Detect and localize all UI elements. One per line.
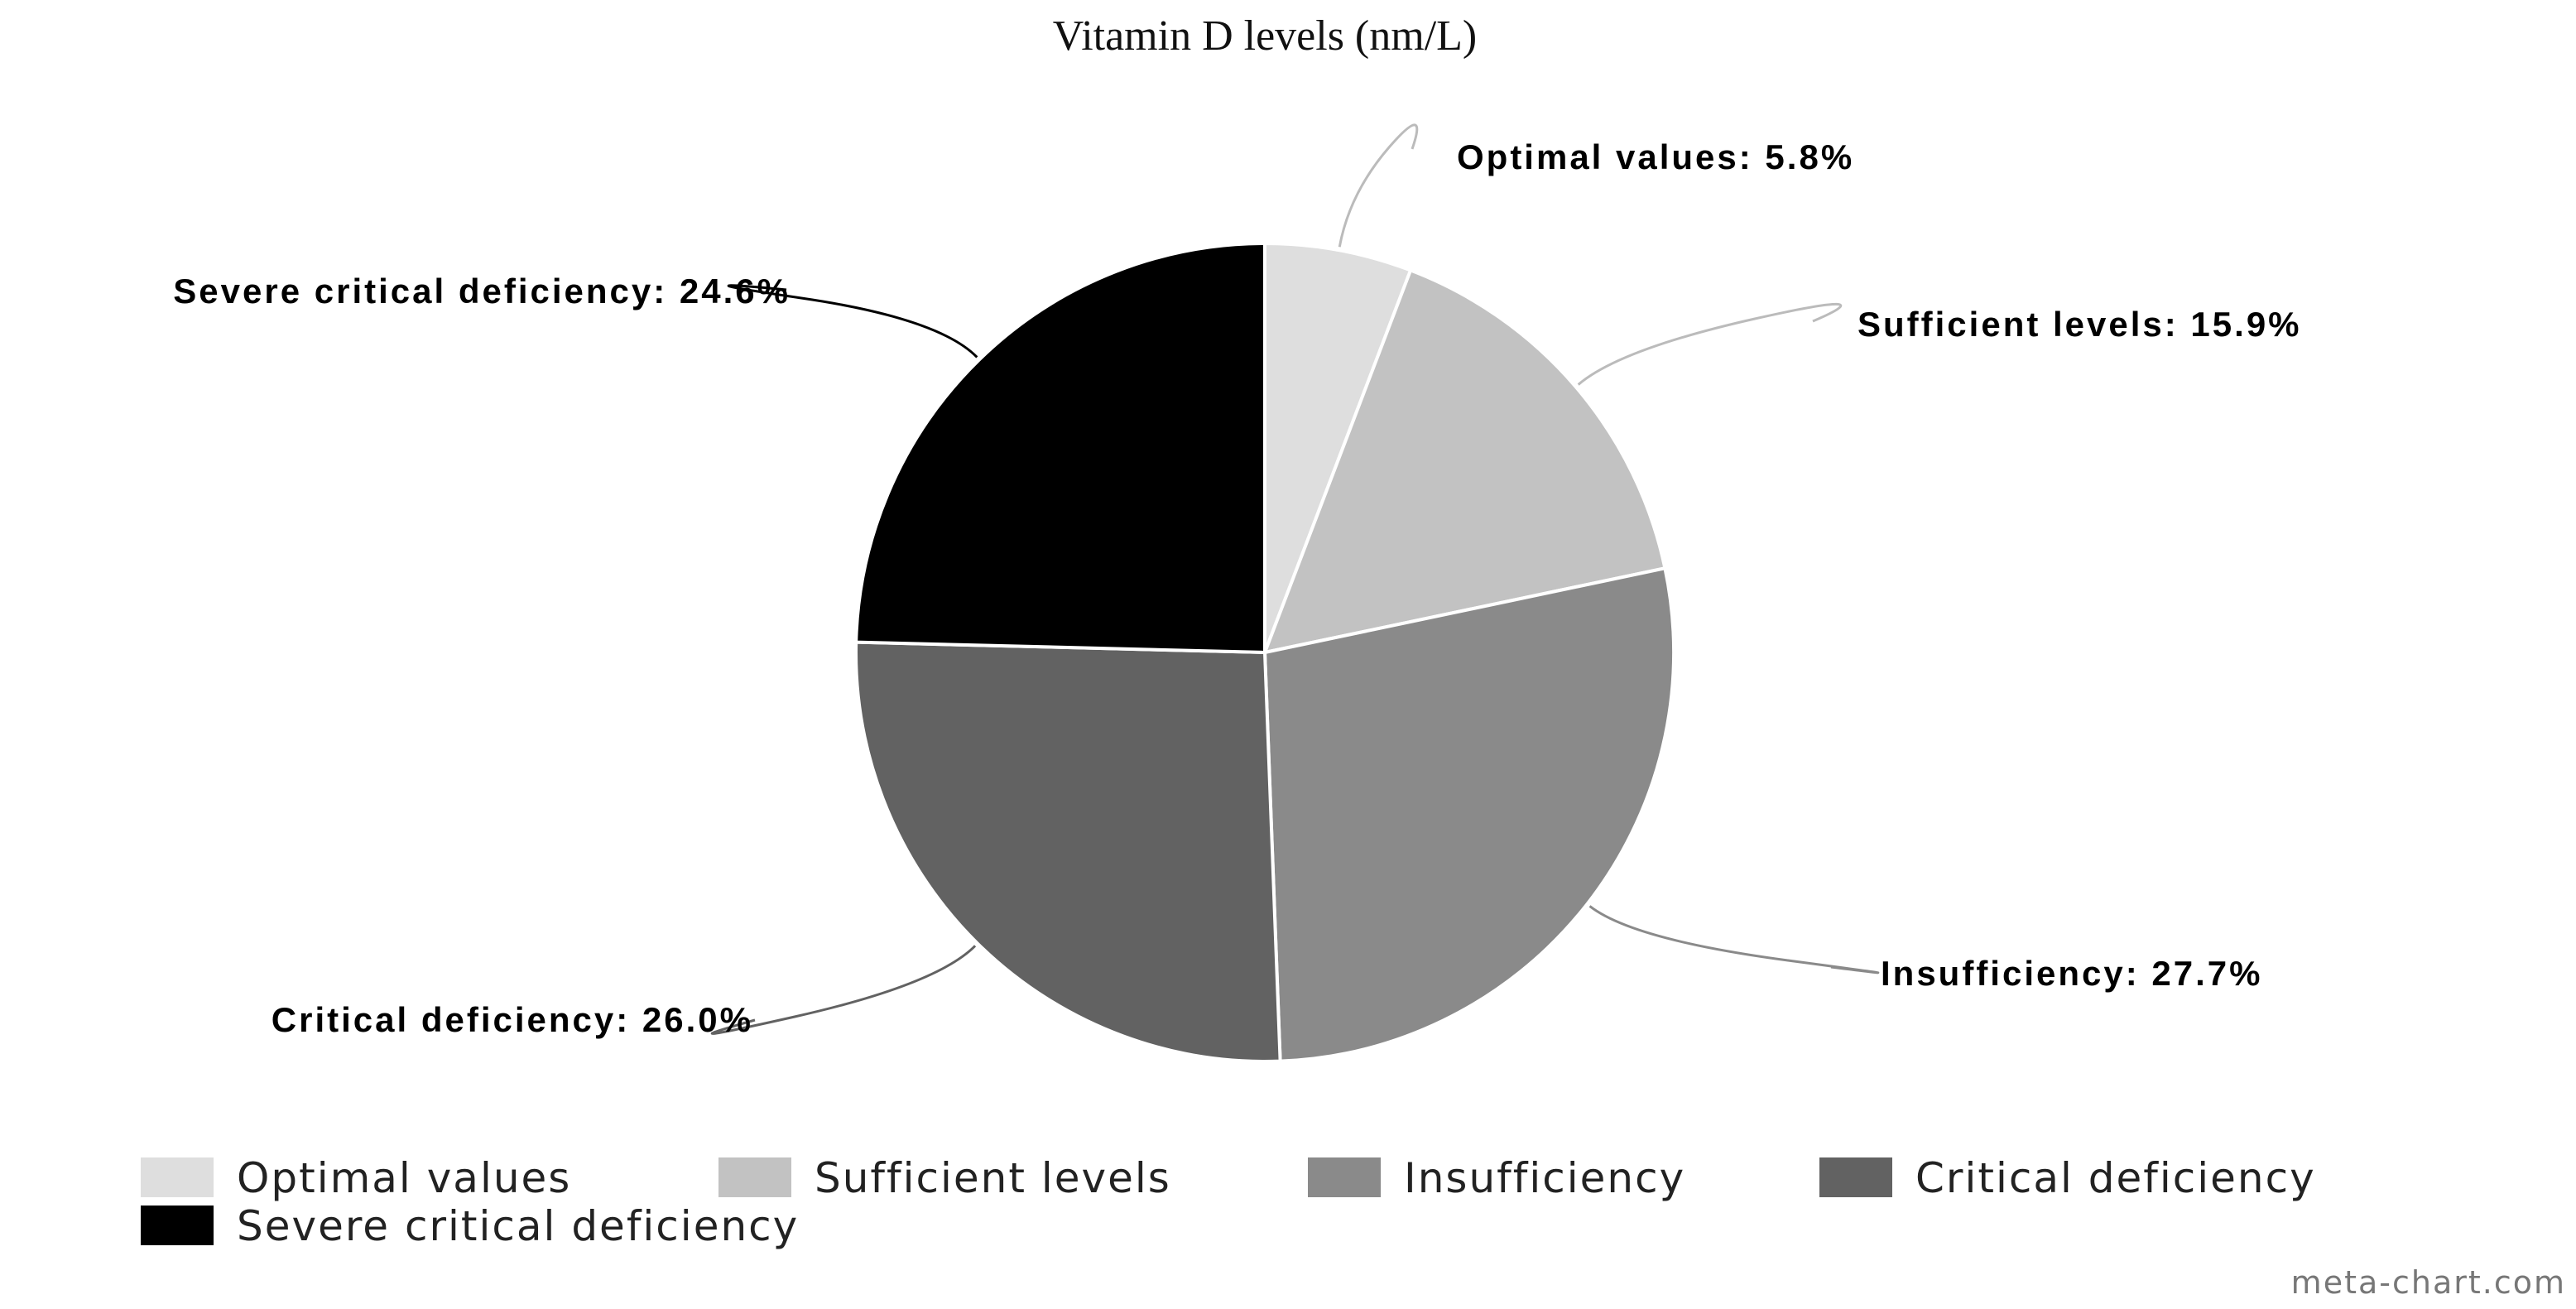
legend-swatch-optimal-values [141, 1157, 214, 1197]
credit-text: meta-chart.com [2291, 1264, 2566, 1301]
pie-slices [854, 241, 1675, 1064]
slice-label-insufficiency: Insufficiency: 27.7% [1881, 954, 2262, 993]
leader-line-optimal-values [1338, 123, 1419, 248]
legend-swatch-severe-critical-deficiency [141, 1206, 214, 1245]
pie-slice-insufficiency [1262, 565, 1675, 1063]
legend-swatch-insufficiency [1308, 1157, 1381, 1197]
pie-slice-optimal-values [1263, 241, 1413, 653]
legend-label-optimal-values: Optimal values [237, 1154, 571, 1202]
legend-label-severe-critical-deficiency: Severe critical deficiency [237, 1202, 799, 1250]
pie-slice-sufficient-levels [1262, 267, 1667, 655]
legend: Optimal values Sufficient levels Insuffici… [141, 1154, 2316, 1250]
slice-label-sufficient-levels: Sufficient levels: 15.9% [1858, 305, 2302, 344]
leader-line-critical-deficiency [710, 945, 977, 1035]
pie-slice-critical-deficiency [854, 640, 1282, 1064]
leader-line-severe-critical-deficiency [727, 284, 978, 359]
slice-label-optimal-values: Optimal values: 5.8% [1457, 137, 1854, 176]
pie-slice-severe-critical-deficiency [854, 241, 1266, 655]
slice-label-critical-deficiency: Critical deficiency: 26.0% [272, 1000, 753, 1039]
legend-label-critical-deficiency: Critical deficiency [1915, 1154, 2316, 1202]
slice-label-severe-critical-deficiency: Severe critical deficiency: 24.6% [173, 272, 791, 310]
legend-label-insufficiency: Insufficiency [1404, 1154, 1685, 1202]
slice-labels: Optimal values: 5.8% Sufficient levels: 1… [173, 137, 2302, 1039]
leader-line-sufficient-levels [1577, 302, 1843, 386]
leader-lines [710, 123, 1880, 1035]
chart-title: Vitamin D levels (nm/L) [1053, 12, 1477, 60]
leader-line-insufficiency [1588, 905, 1880, 975]
legend-swatch-critical-deficiency [1819, 1157, 1892, 1197]
legend-swatch-sufficient-levels [718, 1157, 791, 1197]
legend-label-sufficient-levels: Sufficient levels [815, 1154, 1171, 1202]
